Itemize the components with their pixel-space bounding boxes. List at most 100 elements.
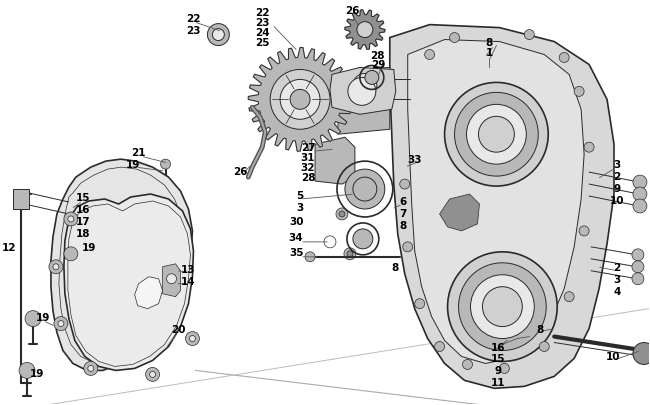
Circle shape [348, 78, 376, 106]
Circle shape [564, 292, 574, 302]
Polygon shape [51, 160, 192, 371]
Text: 23: 23 [186, 26, 201, 36]
Circle shape [336, 154, 348, 166]
Text: 24: 24 [255, 28, 270, 38]
Text: 6: 6 [399, 196, 406, 207]
Text: 16: 16 [75, 205, 90, 214]
Text: 8: 8 [391, 262, 398, 272]
Circle shape [161, 160, 170, 170]
Circle shape [633, 188, 647, 202]
Text: 20: 20 [171, 324, 186, 334]
Text: 26: 26 [344, 6, 359, 16]
Text: 11: 11 [491, 377, 506, 388]
Text: 3: 3 [614, 274, 621, 284]
Circle shape [478, 117, 514, 153]
Text: 23: 23 [255, 17, 270, 28]
Circle shape [146, 367, 159, 382]
Circle shape [207, 25, 229, 47]
Circle shape [632, 249, 644, 261]
Text: 2: 2 [614, 262, 621, 272]
Circle shape [305, 252, 315, 262]
Text: 2: 2 [614, 172, 621, 181]
Circle shape [435, 342, 445, 352]
Text: 10: 10 [610, 196, 624, 205]
Circle shape [68, 216, 74, 222]
Text: 1: 1 [486, 47, 493, 58]
Text: 8: 8 [399, 220, 406, 230]
Circle shape [64, 247, 78, 261]
Circle shape [467, 105, 526, 165]
Polygon shape [408, 40, 584, 364]
Text: 27: 27 [301, 143, 315, 153]
Circle shape [339, 211, 345, 217]
Text: 10: 10 [606, 352, 620, 362]
Text: 15: 15 [491, 354, 506, 364]
Circle shape [339, 157, 345, 163]
Circle shape [150, 371, 155, 377]
Polygon shape [439, 194, 480, 231]
Text: 19: 19 [36, 312, 50, 322]
Polygon shape [162, 264, 181, 297]
Circle shape [471, 275, 534, 339]
Circle shape [499, 364, 510, 373]
Text: 32: 32 [301, 163, 315, 173]
Text: 31: 31 [301, 153, 315, 163]
Circle shape [424, 50, 435, 60]
Text: 16: 16 [491, 342, 506, 352]
Circle shape [632, 261, 644, 273]
Text: 25: 25 [255, 37, 270, 47]
Circle shape [357, 23, 373, 38]
Text: 14: 14 [181, 276, 196, 286]
Polygon shape [135, 277, 162, 309]
Circle shape [458, 263, 546, 351]
Text: 15: 15 [75, 192, 90, 202]
Polygon shape [64, 194, 194, 371]
Circle shape [54, 317, 68, 331]
Circle shape [189, 336, 196, 342]
Text: 26: 26 [233, 167, 248, 177]
Circle shape [49, 260, 63, 274]
Polygon shape [13, 190, 29, 209]
Polygon shape [345, 11, 385, 50]
Circle shape [454, 93, 538, 177]
Circle shape [450, 34, 460, 43]
Circle shape [448, 252, 557, 362]
Circle shape [58, 321, 64, 327]
Circle shape [584, 143, 594, 153]
Circle shape [166, 274, 177, 284]
Circle shape [213, 30, 224, 41]
Text: 9: 9 [495, 366, 502, 375]
Circle shape [574, 87, 584, 97]
Circle shape [633, 343, 650, 364]
Text: 22: 22 [186, 14, 201, 23]
Circle shape [540, 342, 549, 352]
Circle shape [482, 287, 523, 327]
Text: 13: 13 [181, 264, 196, 274]
Polygon shape [330, 68, 396, 115]
Text: 7: 7 [399, 209, 406, 218]
Text: 3: 3 [614, 160, 621, 170]
Text: 17: 17 [75, 216, 90, 226]
Text: 4: 4 [614, 286, 621, 296]
Circle shape [336, 209, 348, 220]
Circle shape [415, 299, 424, 309]
Text: 3: 3 [296, 202, 304, 213]
Text: 30: 30 [289, 216, 304, 226]
Circle shape [353, 74, 377, 98]
Circle shape [445, 83, 548, 187]
Circle shape [345, 170, 385, 209]
Text: 21: 21 [131, 148, 146, 158]
Text: 18: 18 [75, 228, 90, 238]
Circle shape [290, 90, 310, 110]
Text: 5: 5 [296, 191, 304, 200]
Text: 19: 19 [82, 242, 96, 252]
Circle shape [559, 53, 569, 63]
Circle shape [270, 70, 330, 130]
Circle shape [403, 242, 413, 252]
Text: 19: 19 [125, 160, 140, 170]
Circle shape [185, 332, 200, 345]
Circle shape [365, 71, 379, 85]
Polygon shape [338, 90, 390, 135]
Circle shape [463, 360, 473, 369]
Text: 9: 9 [614, 183, 621, 194]
